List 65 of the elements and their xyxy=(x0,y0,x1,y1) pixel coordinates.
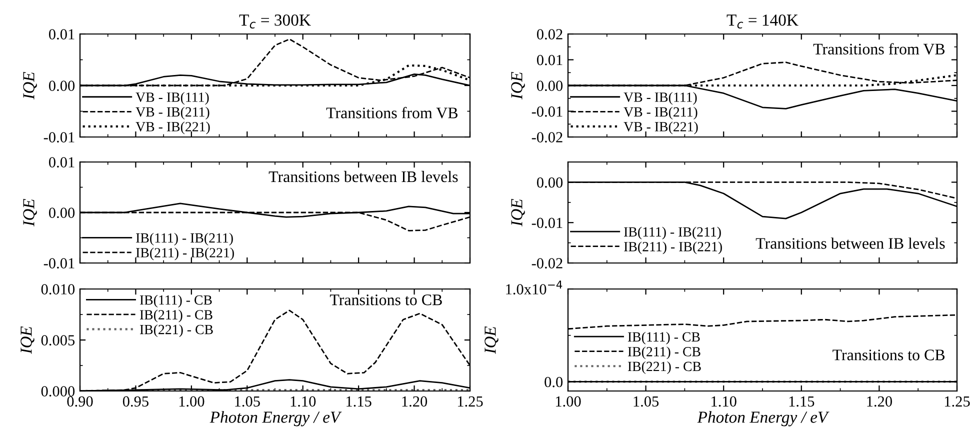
y-axis-title: IQE xyxy=(511,72,525,100)
annotation: Transitions to CB xyxy=(832,350,945,360)
y-tick-label: 0.005 xyxy=(41,335,75,346)
text: IB(111) - IB(211) xyxy=(624,226,721,240)
legend-label: VB - IB(211) xyxy=(136,106,210,120)
legend-label: IB(211) - CB xyxy=(140,310,212,322)
legend-label: VB - IB(221) xyxy=(624,122,698,134)
y-tick-label: 0.00 xyxy=(48,80,75,92)
legend-label: IB(111) - CB xyxy=(628,332,700,344)
y-tick-label: 0.0 xyxy=(544,376,563,388)
annotation: Transitions from VB xyxy=(813,43,945,55)
x-tick-label: 1.25 xyxy=(458,396,483,407)
x-axis-title: Photon Energy / eV xyxy=(210,411,342,426)
y-tick-label: -0.01 xyxy=(44,132,74,143)
x-tick-label: 1.00 xyxy=(556,396,581,407)
annotation: Transitions from VB xyxy=(326,106,458,118)
legend-label: IB(211) - IB(221) xyxy=(136,248,234,260)
y-tick-label: 0.00 xyxy=(536,177,563,188)
chart-title: T$_{c}$ = 300K xyxy=(239,14,311,28)
y-tick-label: -0.02 xyxy=(532,258,562,269)
y-axis-title: IQE xyxy=(23,198,37,226)
x-tick-label: 1.10 xyxy=(290,396,316,407)
legend-label: VB - IB(221) xyxy=(136,122,210,134)
y-axis-title: IQE xyxy=(511,198,525,226)
series-label: IB(111) - IB(211) xyxy=(136,232,233,246)
y-tick-label: 1.0x10$^{−4}$ xyxy=(506,280,562,295)
legend-label: IB(111) - CB xyxy=(140,294,212,308)
legend-label: IB(211) - IB(221) xyxy=(624,242,722,254)
x-tick-label: 1.15 xyxy=(346,396,372,407)
x-tick-label: 0.95 xyxy=(122,396,148,407)
legend-label: VB - IB(111) xyxy=(624,92,697,105)
annotation: Transitions between IB levels xyxy=(756,238,945,249)
legend-label: IB(221) - CB xyxy=(628,361,701,374)
y-tick-label: -0.01 xyxy=(44,258,74,269)
annotation: Transitions between IB levels xyxy=(268,170,458,182)
y-tick-label: -0.01 xyxy=(532,106,562,117)
y-tick-label: 0.01 xyxy=(536,54,562,66)
y-tick-label: 0.010 xyxy=(41,284,75,295)
x-tick-label: 1.05 xyxy=(235,396,260,407)
chart-title: T$_{c}$ = 140K xyxy=(726,14,798,28)
y-tick-label: 0.00 xyxy=(48,208,75,218)
x-axis-title: Photon Energy / eV xyxy=(697,411,830,426)
x-tick-label: 1.20 xyxy=(867,396,892,407)
x-tick-label: 0.90 xyxy=(67,396,93,407)
y-tick-label: 0.02 xyxy=(536,29,562,40)
x-tick-label: 1.00 xyxy=(179,396,204,407)
annotation: Transitions to CB xyxy=(330,294,442,306)
y-tick-label: 0.00 xyxy=(536,80,563,92)
legend-label: IB(211) - CB xyxy=(628,346,700,360)
y-tick-label: 0.000 xyxy=(41,386,75,397)
y-tick-label: -0.01 xyxy=(532,218,562,228)
y-tick-label: 0.01 xyxy=(48,157,74,168)
x-tick-label: 1.20 xyxy=(402,396,428,407)
y-tick-label: -0.02 xyxy=(532,132,562,143)
x-tick-label: 1.10 xyxy=(712,396,736,407)
x-tick-label: 1.25 xyxy=(944,396,970,407)
y-axis-title: IQE xyxy=(23,72,37,100)
x-tick-label: 1.15 xyxy=(789,396,814,407)
x-tick-label: 1.05 xyxy=(634,396,659,407)
y-axis-title: IQE xyxy=(20,326,34,354)
legend-label: IB(221) - CB xyxy=(140,324,213,338)
y-axis-title: IQE xyxy=(484,326,498,354)
y-tick-label: 0.01 xyxy=(48,29,74,40)
legend-label: VB - IB(111) xyxy=(136,92,209,105)
legend-label: VB - IB(211) xyxy=(624,106,698,120)
